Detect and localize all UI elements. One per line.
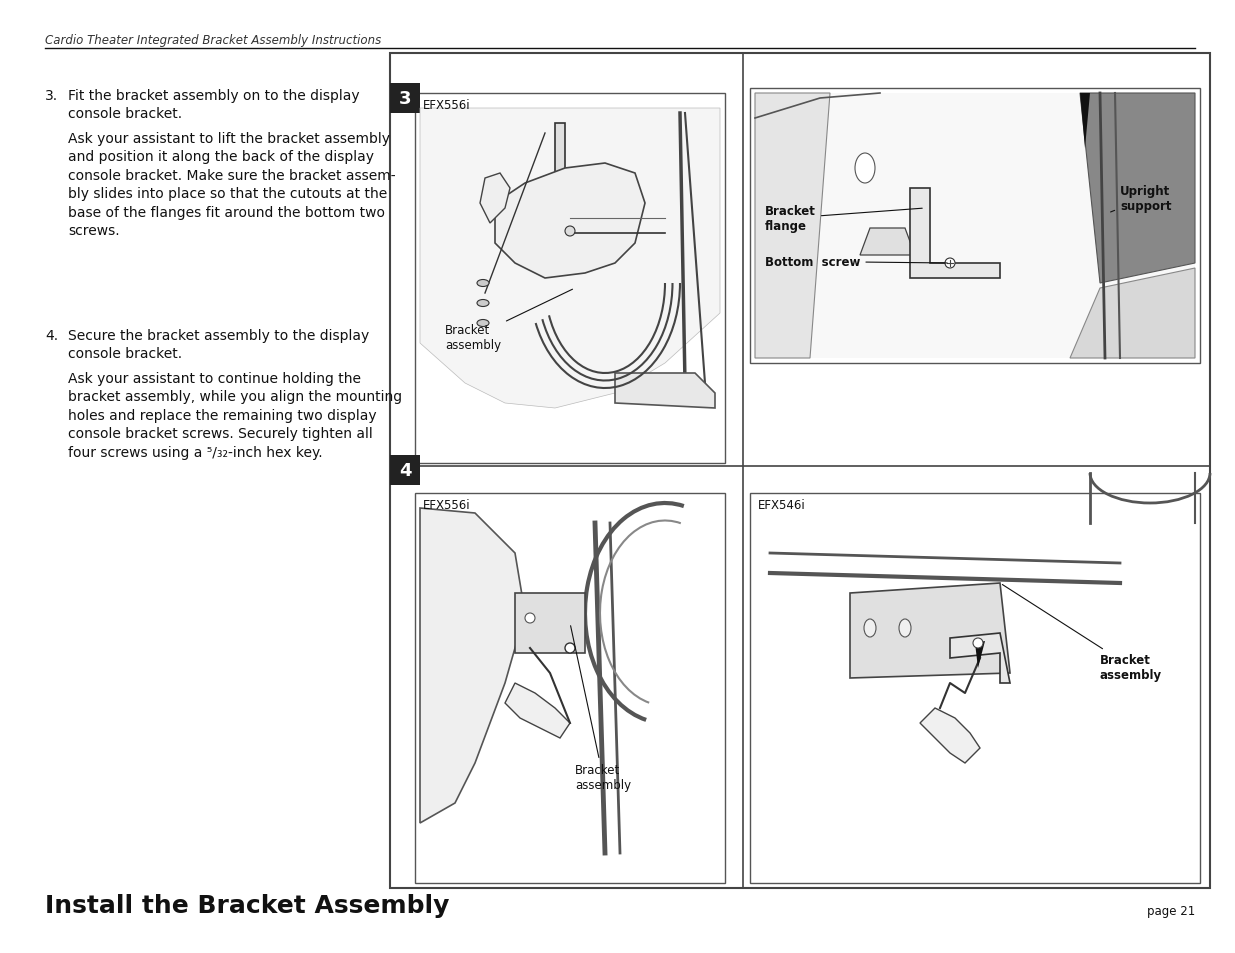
Text: Install the Bracket Assembly: Install the Bracket Assembly bbox=[44, 893, 450, 917]
Text: EFX556i: EFX556i bbox=[424, 498, 471, 512]
Polygon shape bbox=[505, 683, 571, 739]
Text: EFX556i: EFX556i bbox=[424, 99, 471, 112]
Text: 3: 3 bbox=[399, 90, 411, 108]
Bar bbox=[390, 456, 420, 485]
Circle shape bbox=[945, 258, 955, 269]
Polygon shape bbox=[1079, 94, 1091, 149]
Text: Bracket
assembly: Bracket assembly bbox=[445, 290, 573, 352]
Bar bbox=[415, 94, 725, 463]
Polygon shape bbox=[755, 94, 1195, 358]
Text: Upright
support: Upright support bbox=[1110, 185, 1172, 213]
Text: Cardio Theater Integrated Bracket Assembly Instructions: Cardio Theater Integrated Bracket Assemb… bbox=[44, 34, 382, 47]
Text: Bracket
assembly: Bracket assembly bbox=[1003, 585, 1162, 681]
Circle shape bbox=[564, 643, 576, 654]
Text: Ask your assistant to lift the bracket assembly
and position it along the back o: Ask your assistant to lift the bracket a… bbox=[68, 132, 395, 237]
Polygon shape bbox=[495, 164, 645, 278]
Polygon shape bbox=[515, 594, 585, 654]
Polygon shape bbox=[1079, 94, 1195, 284]
Text: Bracket
assembly: Bracket assembly bbox=[571, 626, 631, 791]
Circle shape bbox=[525, 614, 535, 623]
Text: EFX546i: EFX546i bbox=[758, 498, 805, 512]
Circle shape bbox=[973, 639, 983, 648]
Polygon shape bbox=[1070, 269, 1195, 358]
Text: 3.: 3. bbox=[44, 89, 58, 103]
Ellipse shape bbox=[864, 619, 876, 638]
Ellipse shape bbox=[477, 300, 489, 307]
Bar bbox=[750, 494, 1200, 883]
Bar bbox=[750, 89, 1200, 364]
Ellipse shape bbox=[855, 153, 876, 184]
Polygon shape bbox=[860, 229, 915, 255]
Ellipse shape bbox=[477, 320, 489, 327]
Circle shape bbox=[564, 227, 576, 236]
Polygon shape bbox=[950, 634, 1010, 683]
Text: Fit the bracket assembly on to the display
console bracket.: Fit the bracket assembly on to the displ… bbox=[68, 89, 359, 121]
Polygon shape bbox=[615, 374, 715, 409]
Polygon shape bbox=[910, 189, 1000, 278]
Text: Secure the bracket assembly to the display
console bracket.: Secure the bracket assembly to the displ… bbox=[68, 329, 369, 361]
Ellipse shape bbox=[477, 280, 489, 287]
Text: 4: 4 bbox=[399, 461, 411, 479]
Polygon shape bbox=[850, 583, 1010, 679]
Text: Bracket
flange: Bracket flange bbox=[764, 205, 923, 233]
Text: page 21: page 21 bbox=[1147, 904, 1195, 917]
Polygon shape bbox=[755, 94, 830, 358]
Bar bbox=[390, 54, 1210, 888]
Polygon shape bbox=[555, 124, 635, 233]
Ellipse shape bbox=[899, 619, 911, 638]
Polygon shape bbox=[920, 708, 981, 763]
Bar bbox=[415, 494, 725, 883]
Text: Bottom  screw: Bottom screw bbox=[764, 255, 947, 269]
Polygon shape bbox=[974, 641, 986, 668]
Text: Ask your assistant to continue holding the
bracket assembly, while you align the: Ask your assistant to continue holding t… bbox=[68, 372, 403, 459]
Bar bbox=[390, 84, 420, 113]
Text: 4.: 4. bbox=[44, 329, 58, 343]
Polygon shape bbox=[480, 173, 510, 224]
Polygon shape bbox=[420, 109, 720, 409]
Polygon shape bbox=[420, 509, 525, 823]
